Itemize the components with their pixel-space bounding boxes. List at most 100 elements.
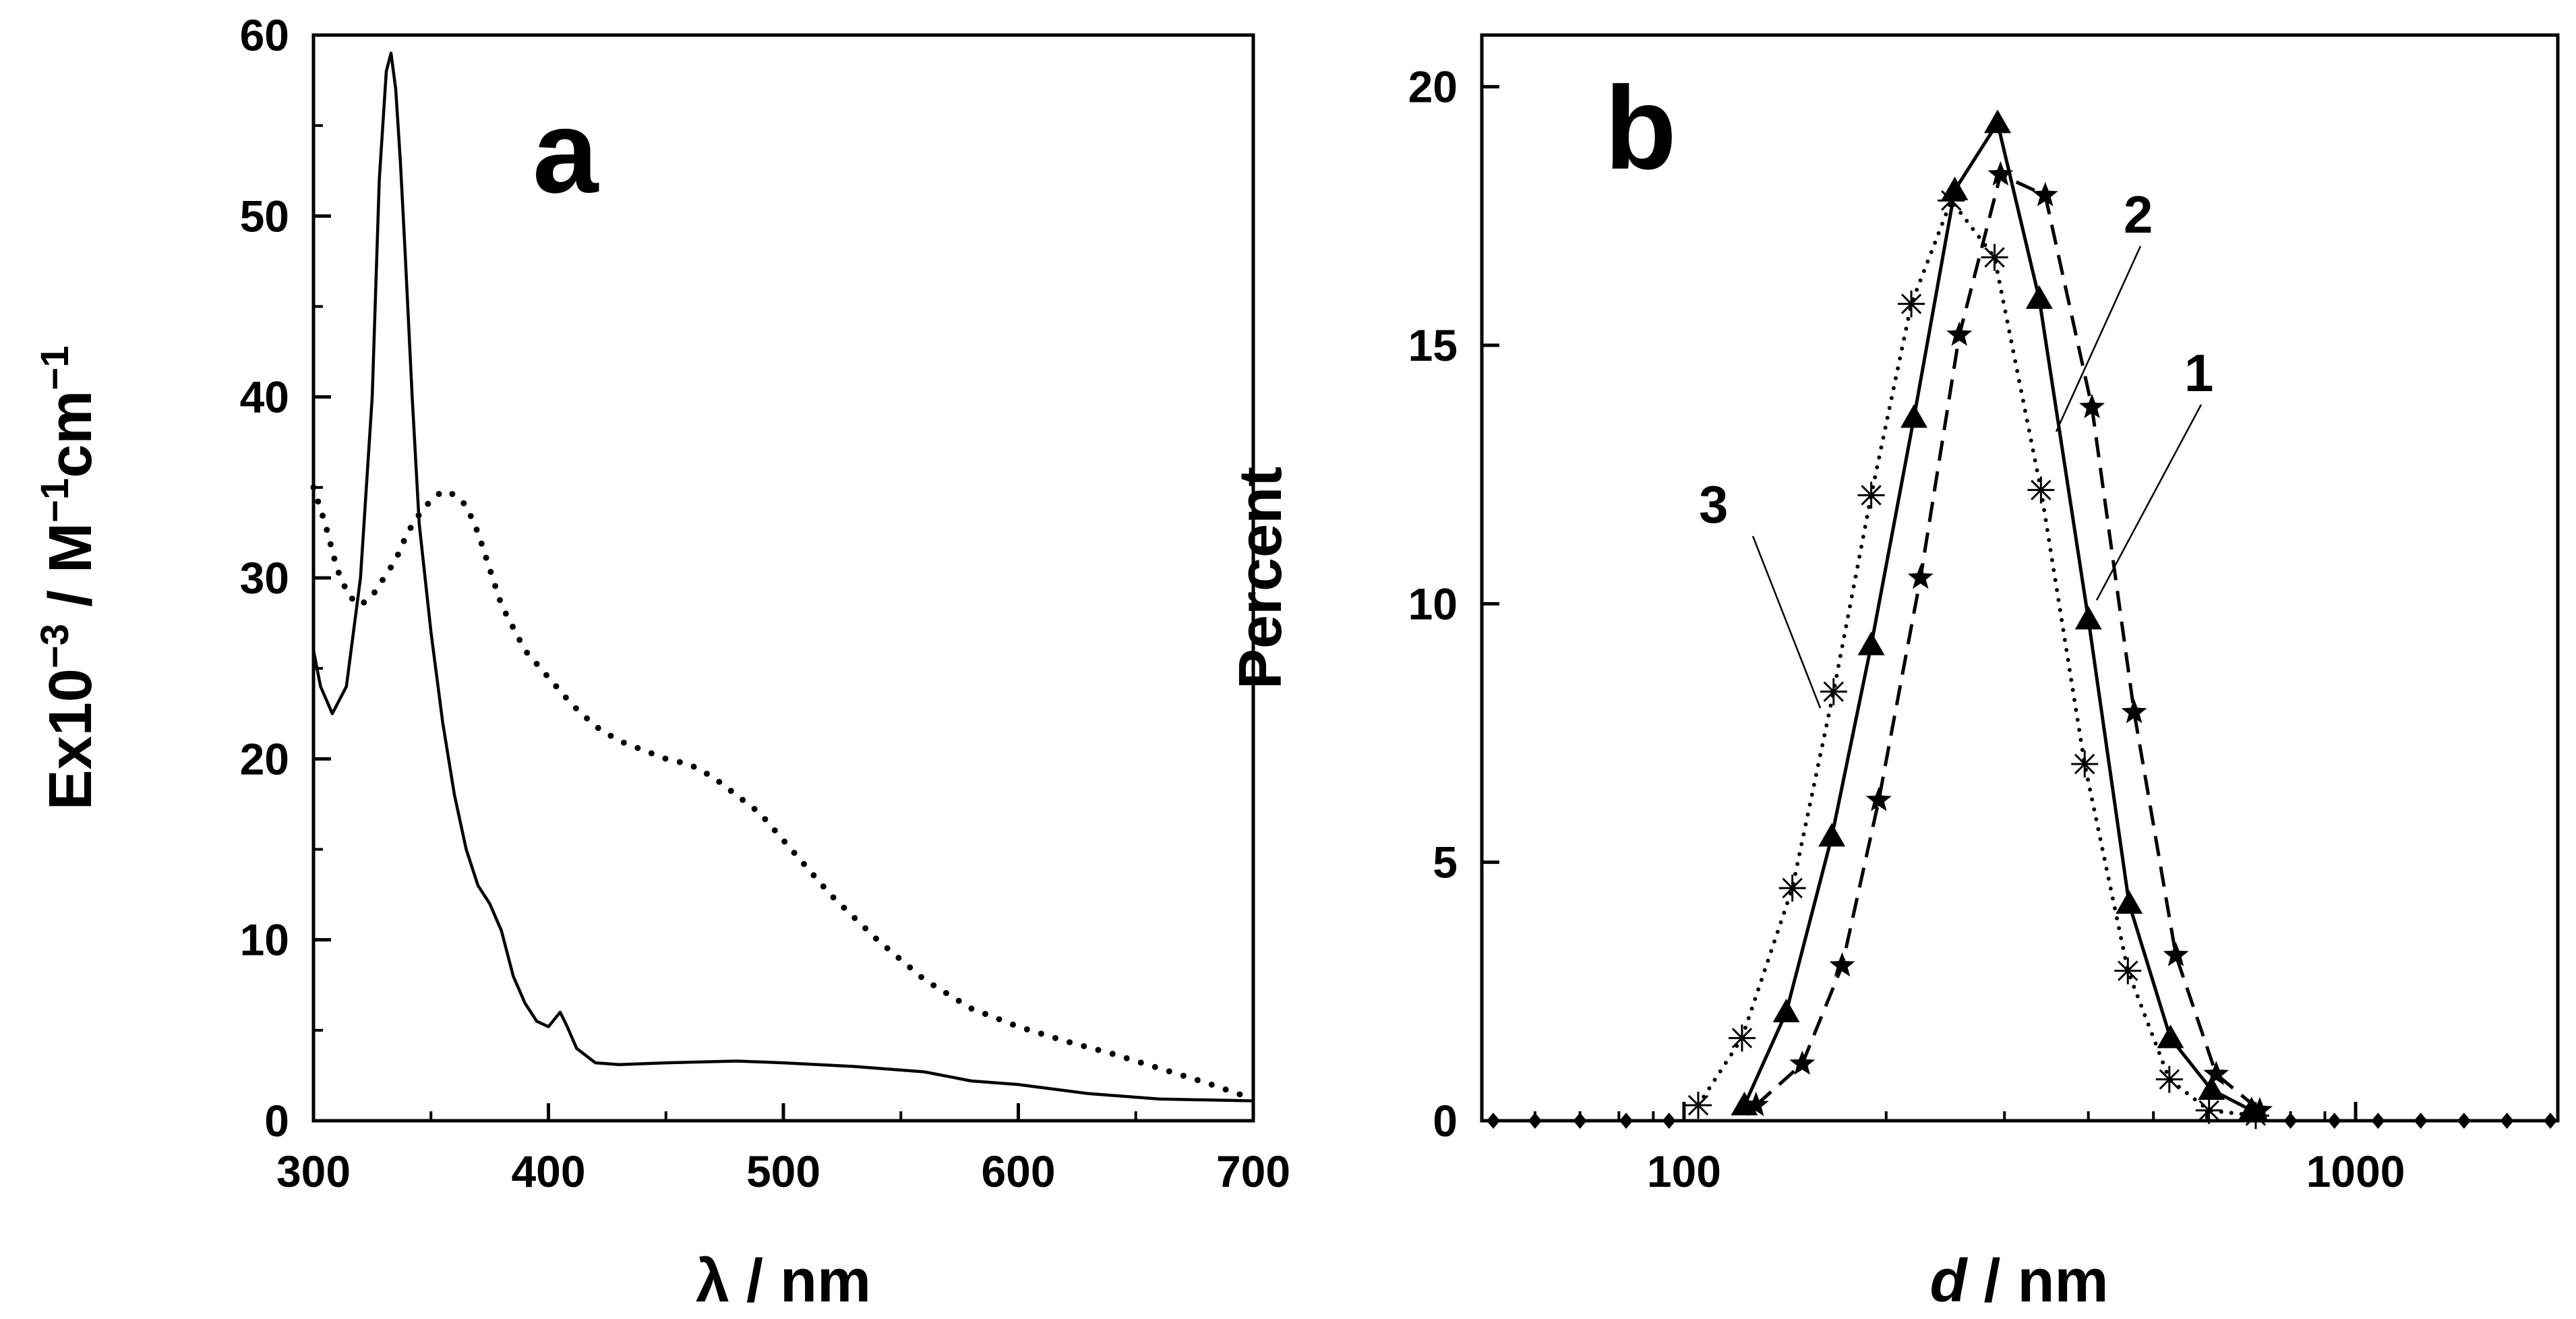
asterisk-stroke xyxy=(2198,1100,2219,1121)
triangle-marker xyxy=(1941,177,1969,200)
panel-b-ticks: 100 1000 0 5 10 15 20 xyxy=(1408,62,2559,1196)
y-tick-label: 30 xyxy=(240,553,289,603)
asterisk-marker xyxy=(2114,957,2142,985)
asterisk-stroke xyxy=(1687,1094,1709,1116)
panel-b-series xyxy=(1486,109,2558,1130)
ylabel-part-4: −1 xyxy=(33,478,77,523)
star-marker xyxy=(1829,952,1855,977)
baseline-markers xyxy=(1486,1113,2558,1129)
asterisk-marker xyxy=(1685,1092,1712,1119)
asterisk-stroke xyxy=(1900,293,1922,314)
panel-a-series xyxy=(310,51,1257,1103)
baseline-marker xyxy=(2283,1113,2298,1129)
panel-b: 100 1000 0 5 10 15 20 b d / nm Percent 1 2 3 xyxy=(1227,33,2560,1315)
baseline-marker xyxy=(2500,1113,2514,1129)
baseline-marker xyxy=(1662,1113,1676,1129)
leader-line-1 xyxy=(2095,404,2203,601)
ylabel-part-5: cm xyxy=(37,390,104,478)
triangle-marker xyxy=(1983,109,2011,134)
asterisk-stroke xyxy=(2159,1069,2180,1090)
y-tick-label: 10 xyxy=(240,915,289,965)
asterisk-stroke xyxy=(1941,190,1962,211)
distribution-markers-3 xyxy=(1685,187,2269,1130)
star-marker xyxy=(1743,1092,1769,1117)
baseline-marker xyxy=(1619,1113,1634,1129)
baseline-marker xyxy=(2327,1113,2341,1129)
panel-b-y-axis-title: Percent xyxy=(1227,467,1294,689)
triangle-marker xyxy=(1900,404,1928,428)
asterisk-marker xyxy=(1938,187,1965,214)
asterisk-marker xyxy=(2195,1096,2223,1124)
leader-line-2 xyxy=(2055,245,2142,432)
y-tick-label: 15 xyxy=(1408,320,1458,370)
y-tick-label: 50 xyxy=(240,191,289,241)
star-marker xyxy=(2032,181,2058,206)
asterisk-stroke xyxy=(2245,1105,2267,1126)
asterisk-stroke xyxy=(2031,479,2051,500)
star-marker xyxy=(2163,941,2189,966)
curve-label-2: 2 xyxy=(2124,185,2153,244)
triangle-marker xyxy=(2116,890,2143,914)
star-marker xyxy=(1946,321,1973,346)
asterisk-stroke xyxy=(2074,753,2095,775)
triangle-marker xyxy=(1772,999,1800,1022)
star-marker xyxy=(2247,1096,2273,1121)
star-marker xyxy=(2203,1061,2229,1086)
distribution-line-2 xyxy=(1755,173,2261,1112)
xlabel-rest: / nm xyxy=(1967,1248,2108,1315)
asterisk-marker xyxy=(2027,476,2055,504)
triangle-marker xyxy=(2074,606,2102,630)
leader-line-3 xyxy=(1751,535,1822,709)
x-tick-label: 500 xyxy=(746,1146,820,1196)
y-tick-label: 20 xyxy=(1408,62,1458,112)
star-marker xyxy=(1987,161,2014,186)
star-marker xyxy=(2121,699,2147,724)
distribution-markers-2 xyxy=(1743,161,2273,1121)
baseline-marker xyxy=(1486,1113,1500,1129)
asterisk-marker xyxy=(1898,290,1925,318)
asterisk-marker xyxy=(2242,1102,2269,1130)
x-tick-label: 1000 xyxy=(2306,1146,2405,1196)
star-marker xyxy=(1865,786,1892,811)
star-marker xyxy=(1907,564,1934,589)
y-tick-label: 40 xyxy=(240,372,289,422)
panel-a-ticks: 300 400 500 600 700 0 10 20 30 40 50 60 xyxy=(240,10,1290,1196)
baseline-marker xyxy=(1528,1113,1542,1129)
y-tick-label: 5 xyxy=(1433,838,1458,887)
y-tick-label: 20 xyxy=(240,734,289,784)
asterisk-stroke xyxy=(1731,1028,1753,1049)
panel-a-letter: a xyxy=(533,86,599,218)
x-tick-label: 700 xyxy=(1216,1146,1290,1196)
x-tick-label: 100 xyxy=(1647,1146,1721,1196)
star-marker xyxy=(2079,394,2105,419)
asterisk-marker xyxy=(1728,1024,1756,1052)
y-tick-label: 60 xyxy=(240,10,289,60)
asterisk-marker xyxy=(1857,481,1885,509)
ylabel-part-1: Ex10 xyxy=(37,668,104,810)
distribution-line-3 xyxy=(1696,198,2258,1118)
panel-a-y-axis-title: Ex10−3 / M−1cm−1 xyxy=(33,346,104,811)
ylabel-part-3: / M xyxy=(37,523,104,624)
panel-a: 300 400 500 600 700 0 10 20 30 40 50 60 a λ / nm Ex… xyxy=(33,10,1290,1315)
baseline-marker xyxy=(2457,1113,2471,1129)
panel-b-x-axis-title: d / nm xyxy=(1930,1248,2109,1315)
panel-b-letter: b xyxy=(1605,63,1677,194)
star-marker xyxy=(1789,1050,1816,1075)
asterisk-stroke xyxy=(1984,247,2005,268)
triangle-marker xyxy=(1818,823,1846,847)
baseline-marker xyxy=(2414,1113,2428,1129)
asterisk-marker xyxy=(1820,678,1847,705)
triangle-marker xyxy=(1857,631,1885,655)
asterisk-marker xyxy=(2155,1065,2183,1093)
ylabel-part-6: −1 xyxy=(33,346,77,390)
y-tick-label: 0 xyxy=(264,1096,289,1146)
y-tick-label: 0 xyxy=(1433,1096,1458,1146)
xlabel-italic: d xyxy=(1930,1248,1969,1315)
asterisk-stroke xyxy=(2118,960,2138,981)
x-tick-label: 300 xyxy=(276,1146,351,1196)
triangle-marker xyxy=(2198,1076,2225,1100)
x-tick-label: 600 xyxy=(981,1146,1055,1196)
spectrum-solid xyxy=(311,51,1254,1103)
asterisk-stroke xyxy=(1861,485,1882,506)
